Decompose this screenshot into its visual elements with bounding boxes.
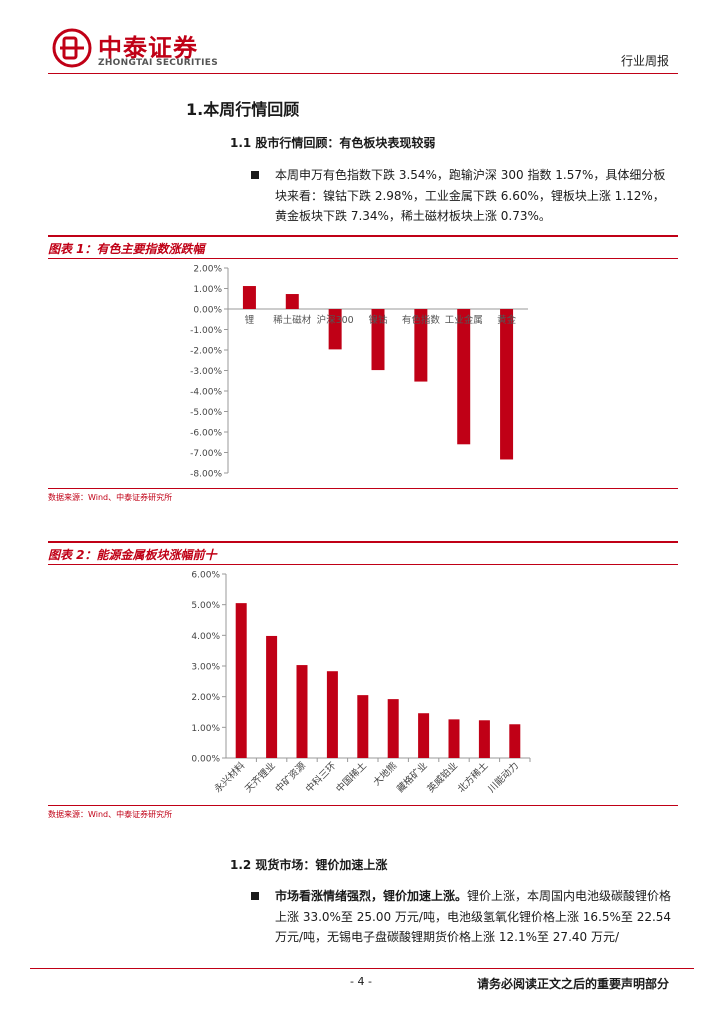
y-tick-label: -5.00%: [190, 408, 222, 418]
bar: [296, 665, 308, 758]
header-divider: [48, 73, 678, 74]
y-tick-label: -2.00%: [190, 347, 222, 357]
footer-divider: [30, 968, 694, 969]
energy-metals-top10-chart: 6.00% 5.00% 4.00% 3.00% 2.00% 1.00% 0.00%永兴材料天…: [191, 571, 531, 795]
bar: [357, 695, 369, 758]
bar: [478, 720, 490, 758]
figure-bottom-rule: [48, 488, 678, 489]
figure1-heading: 图表 1：有色主要指数涨跌幅: [48, 242, 205, 256]
category-label: 黄金: [497, 314, 517, 326]
bar: [457, 309, 471, 445]
y-tick-label: 3.00%: [191, 663, 220, 673]
y-tick-label: 5.00%: [191, 601, 220, 611]
bar: [326, 671, 338, 758]
category-label: 镍钴: [368, 314, 388, 326]
category-label: 工业金属: [445, 314, 483, 326]
category-label: 大地熊: [371, 759, 400, 788]
y-tick-label: 1.00%: [193, 285, 222, 295]
subsection-title: 1.1 股市行情回顾：有色板块表现较弱: [230, 136, 436, 150]
y-tick-label: 2.00%: [193, 265, 222, 275]
market-review-paragraph: 本周申万有色指数下跌 3.54%，跑输沪深 300 指数 1.57%，具体细分板…: [275, 168, 666, 223]
section-title: 1.本周行情回顾: [186, 100, 300, 119]
bar: [242, 286, 256, 309]
disclaimer-note: 请务必阅读正文之后的重要声明部分: [476, 977, 669, 991]
figure1-source: 数据来源：Wind、中泰证券研究所: [48, 493, 173, 502]
y-tick-label: -4.00%: [190, 388, 222, 398]
paragraph-body: 锂价上涨，本周国内电池级碳酸锂价格上涨 33.0%至 25.00 万元/吨，电池…: [275, 889, 672, 944]
bar: [285, 294, 299, 309]
y-tick-label: -3.00%: [190, 367, 222, 377]
category-label: 中矿资源: [273, 759, 309, 795]
bar: [235, 603, 247, 758]
bar: [371, 309, 385, 371]
category-label: 沪深300: [317, 314, 354, 326]
y-tick-label: 6.00%: [191, 571, 220, 581]
bar: [418, 713, 430, 758]
category-label: 锂: [245, 314, 255, 326]
category-label: 稀土磁材: [273, 314, 312, 326]
category-label: 北方稀土: [455, 759, 491, 795]
figure2-source: 数据来源：Wind、中泰证券研究所: [48, 810, 173, 819]
figure2-heading: 图表 2：能源金属板块涨幅前十: [48, 548, 217, 562]
bar: [328, 309, 342, 350]
spot-market-paragraph: 市场看涨情绪强烈，锂价加速上涨。锂价上涨，本周国内电池级碳酸锂价格上涨 33.0…: [275, 886, 673, 948]
paragraph-lead: 市场看涨情绪强烈，锂价加速上涨。: [275, 889, 468, 903]
category-label: 永兴材料: [212, 759, 248, 795]
bar: [266, 635, 278, 758]
y-tick-label: 0.00%: [191, 755, 220, 765]
subsection-title: 1.2 现货市场：锂价加速上涨: [230, 858, 388, 872]
category-label: 天齐锂业: [242, 760, 277, 795]
y-tick-label: 2.00%: [191, 693, 220, 703]
y-tick-label: -6.00%: [190, 429, 222, 439]
bullet-marker: [251, 171, 259, 179]
brand-name-cn: 中泰证券: [98, 34, 198, 62]
category-label: 川能动力: [486, 760, 521, 795]
bar: [448, 719, 460, 758]
y-tick-label: -8.00%: [190, 470, 222, 480]
y-tick-label: -1.00%: [190, 326, 222, 336]
figure-top-rule: [48, 235, 678, 237]
category-label: 有色指数: [402, 314, 441, 326]
bar: [387, 699, 399, 758]
figure-heading-rule: [48, 564, 678, 565]
figure-top-rule: [48, 541, 678, 543]
y-tick-label: 4.00%: [191, 632, 220, 642]
figure-bottom-rule: [48, 805, 678, 806]
y-tick-label: 1.00%: [191, 724, 220, 734]
bullet-marker: [251, 892, 259, 900]
bar: [500, 309, 514, 460]
brand-name-en: ZHONGTAI SECURITIES: [98, 58, 218, 68]
report-type: 行业周报: [620, 54, 669, 68]
page-number: - 4 -: [350, 975, 372, 988]
figure-heading-rule: [48, 258, 678, 259]
category-label: 英威铂业: [425, 760, 460, 795]
nonferrous-index-change-chart: 2.00% 1.00% 0.00% -1.00% -2.00% -3.00% -4.00% -…: [190, 265, 528, 480]
y-tick-label: 0.00%: [193, 306, 222, 316]
bar: [414, 309, 428, 382]
y-tick-label: -7.00%: [190, 449, 222, 459]
category-label: 中国稀土: [334, 759, 370, 795]
company-logo: [52, 28, 92, 68]
bar: [509, 724, 521, 758]
category-label: 藏格矿业: [394, 760, 429, 795]
category-label: 中科三环: [303, 760, 338, 795]
